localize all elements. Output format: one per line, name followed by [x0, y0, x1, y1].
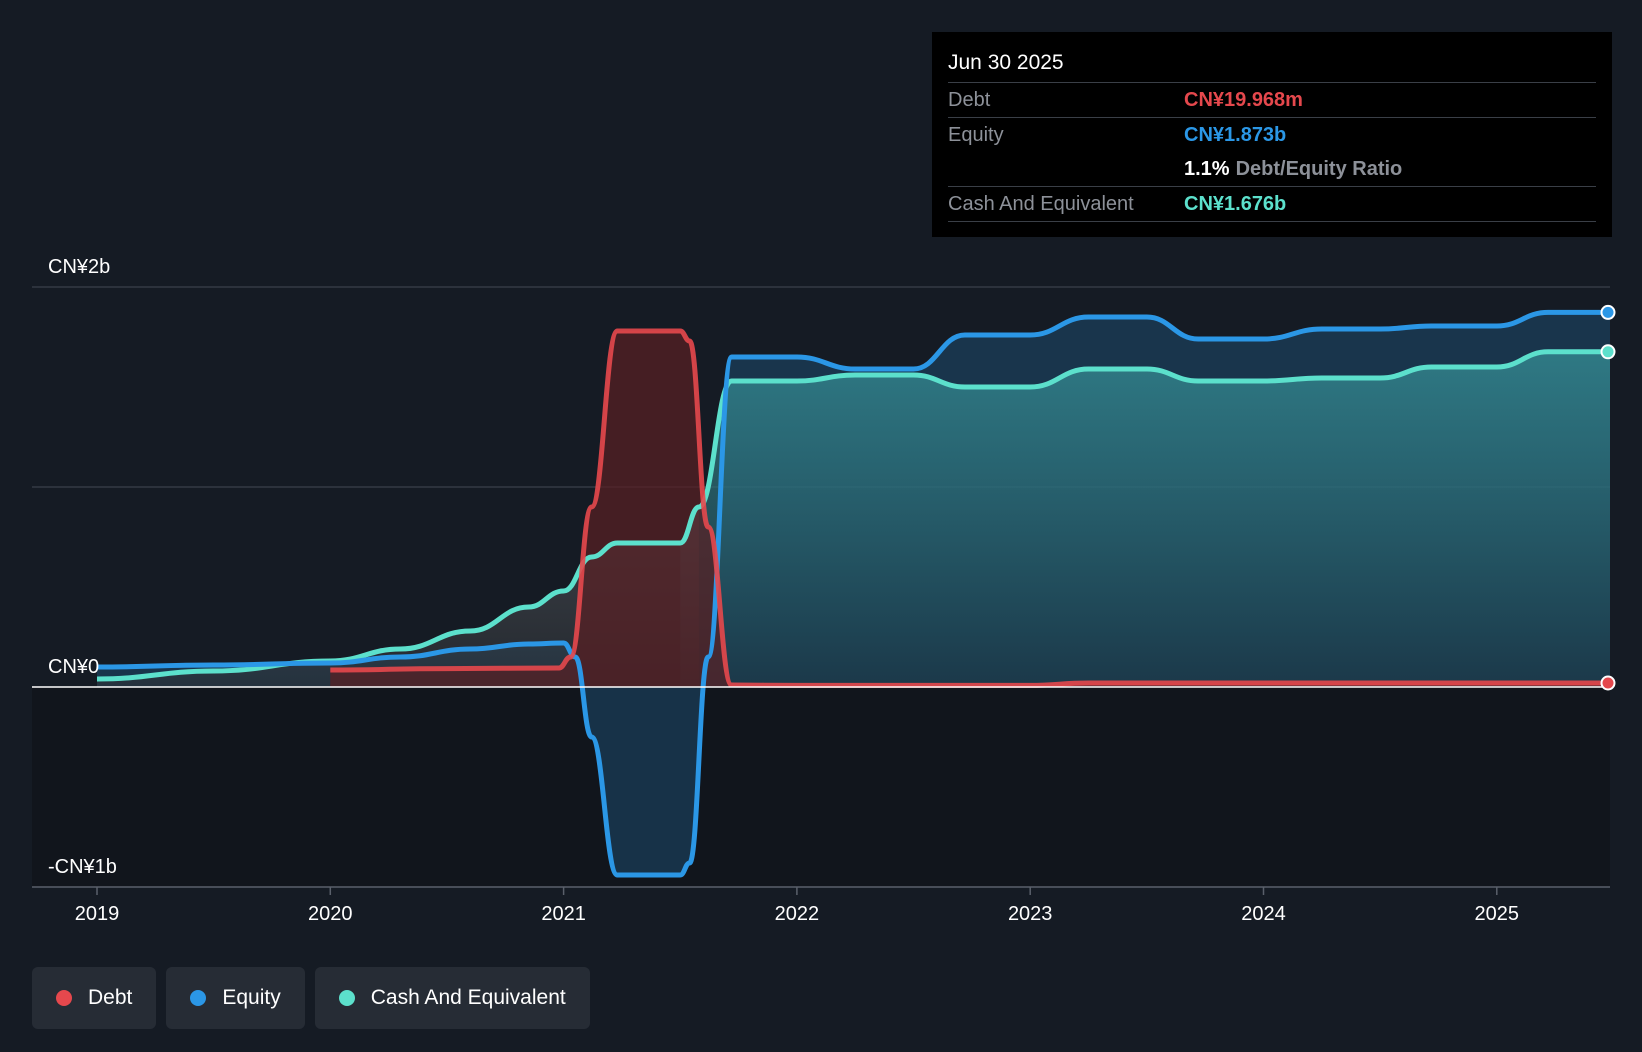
tooltip-equity-value: CN¥1.873b — [1184, 124, 1287, 146]
x-tick-label: 2022 — [775, 903, 820, 925]
y-tick-label: CN¥0 — [48, 656, 99, 678]
equity-line — [96, 309, 1610, 878]
y-axis-labels: CN¥2b CN¥0 -CN¥1b — [48, 256, 117, 878]
x-tick-label: 2025 — [1475, 903, 1520, 925]
tooltip-cash-label: Cash And Equivalent — [948, 193, 1134, 215]
chart-legend: Debt Equity Cash And Equivalent — [32, 967, 590, 1029]
tooltip-date: Jun 30 2025 — [948, 46, 1596, 83]
series-lines — [96, 309, 1610, 878]
equity-endpoint — [1600, 304, 1616, 320]
cash-line — [96, 349, 1610, 682]
axes — [32, 686, 1610, 895]
tooltip-equity-row: Equity CN¥1.873b — [948, 118, 1596, 152]
x-tick-label: 2019 — [75, 903, 120, 925]
legend-item-cash[interactable]: Cash And Equivalent — [314, 967, 590, 1029]
y-tick-label: -CN¥1b — [48, 856, 117, 878]
x-axis-labels: 2019 2020 2021 2022 2023 2024 2025 — [75, 903, 1519, 925]
gridlines — [32, 286, 1610, 887]
x-tick-label: 2023 — [1008, 903, 1053, 925]
series-endpoints — [1600, 304, 1616, 691]
series-areas — [97, 312, 1610, 875]
tooltip-debt-label: Debt — [948, 89, 991, 111]
tooltip-ratio-row: 1.1% Debt/Equity Ratio — [948, 152, 1596, 187]
tooltip-cash-row: Cash And Equivalent CN¥1.676b — [948, 187, 1596, 222]
y-tick-label: CN¥2b — [48, 256, 110, 278]
tooltip-debt-row: Debt CN¥19.968m — [948, 83, 1596, 118]
tooltip-cash-value: CN¥1.676b — [1184, 193, 1287, 215]
cash-endpoint — [1600, 344, 1616, 360]
debt-endpoint — [1600, 675, 1616, 691]
legend-item-equity[interactable]: Equity — [166, 967, 305, 1029]
legend-dot-debt — [56, 990, 72, 1006]
x-tick-label: 2021 — [541, 903, 586, 925]
legend-item-debt[interactable]: Debt — [32, 967, 157, 1029]
tooltip-ratio-label: Debt/Equity Ratio — [1235, 158, 1403, 180]
legend-dot-cash — [338, 990, 355, 1006]
x-tick-label: 2020 — [308, 903, 353, 925]
tooltip-panel: Jun 30 2025 Debt CN¥19.968m Equity CN¥1.… — [932, 32, 1612, 237]
tooltip-equity-label: Equity — [948, 124, 1004, 146]
debt-line — [330, 328, 1610, 688]
legend-dot-equity — [190, 990, 207, 1006]
tooltip-ratio-value: 1.1% — [1184, 158, 1230, 180]
cash-area — [680, 351, 1610, 687]
x-tick-label: 2024 — [1241, 903, 1286, 925]
tooltip-debt-value: CN¥19.968m — [1184, 89, 1303, 111]
legend-label-equity: Equity — [222, 986, 281, 1009]
debt-area — [330, 331, 1610, 687]
negative-region — [32, 687, 1610, 887]
legend-label-cash: Cash And Equivalent — [370, 986, 566, 1009]
legend-label-debt: Debt — [88, 986, 133, 1009]
